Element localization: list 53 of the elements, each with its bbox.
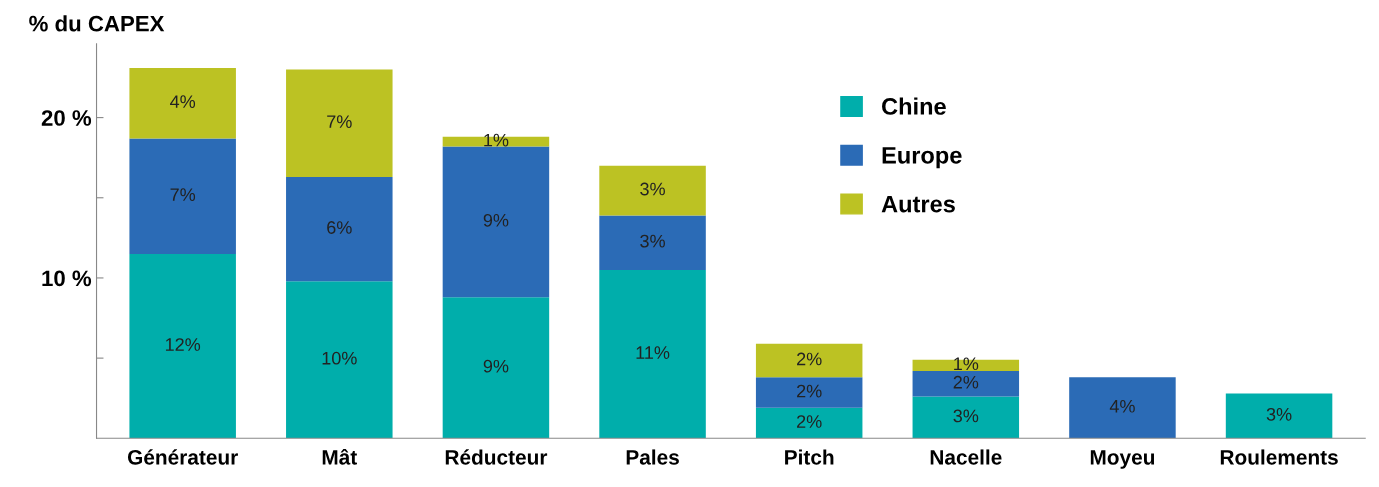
x-tick-label: Moyeu — [1090, 450, 1155, 469]
bar — [286, 176, 393, 282]
data-label: 9% — [483, 213, 509, 227]
bar — [129, 67, 236, 139]
legend-label: Chine — [882, 97, 946, 115]
data-label: 6% — [327, 221, 352, 234]
bar — [755, 343, 863, 378]
bar — [599, 215, 706, 270]
data-label: 7% — [170, 188, 196, 201]
bar — [442, 146, 550, 298]
x-tick-label: Pales — [626, 449, 679, 465]
legend-label: Autres — [881, 195, 955, 213]
x-tick-label: Générateur — [127, 449, 238, 465]
legend-label: Europe — [882, 147, 962, 169]
data-label: 9% — [483, 359, 509, 373]
x-tick-label: Nacelle — [930, 449, 1002, 465]
data-label: 7% — [327, 115, 352, 128]
y-tick-label: 10 % — [42, 270, 92, 287]
data-label: 10% — [322, 351, 357, 365]
data-label: 4% — [170, 95, 196, 108]
data-label: 3% — [640, 234, 665, 248]
data-label: 11% — [636, 346, 670, 359]
bar — [912, 370, 1020, 397]
data-label: 3% — [1266, 407, 1292, 421]
data-label: 3% — [953, 409, 979, 423]
bar — [599, 269, 706, 439]
bar — [599, 165, 706, 216]
data-label: 1% — [954, 357, 979, 371]
bar — [755, 407, 863, 439]
data-label: 2% — [797, 415, 822, 428]
data-label: 2% — [797, 352, 822, 366]
bar — [755, 377, 863, 408]
data-label: 4% — [1109, 399, 1135, 413]
x-tick-label: Roulements — [1220, 449, 1338, 465]
bar — [286, 69, 393, 177]
y-tick-label: 20 % — [41, 110, 92, 126]
x-tick-label: Pitch — [785, 449, 834, 465]
bar — [1069, 377, 1176, 439]
bar — [129, 253, 236, 439]
bar — [912, 359, 1020, 371]
data-label: 12% — [165, 338, 201, 351]
bar — [442, 297, 550, 439]
x-tick-label: Mât — [322, 448, 357, 465]
data-label: 1% — [484, 133, 509, 147]
data-label: 2% — [953, 375, 979, 389]
y-axis-title: % du CAPEX — [29, 15, 165, 32]
bar — [129, 138, 236, 254]
data-label: 2% — [797, 384, 822, 398]
bar — [1225, 393, 1333, 439]
x-tick-label: Réducteur — [445, 449, 548, 465]
bar — [286, 281, 393, 439]
data-label: 3% — [640, 182, 665, 196]
bar — [912, 396, 1020, 439]
